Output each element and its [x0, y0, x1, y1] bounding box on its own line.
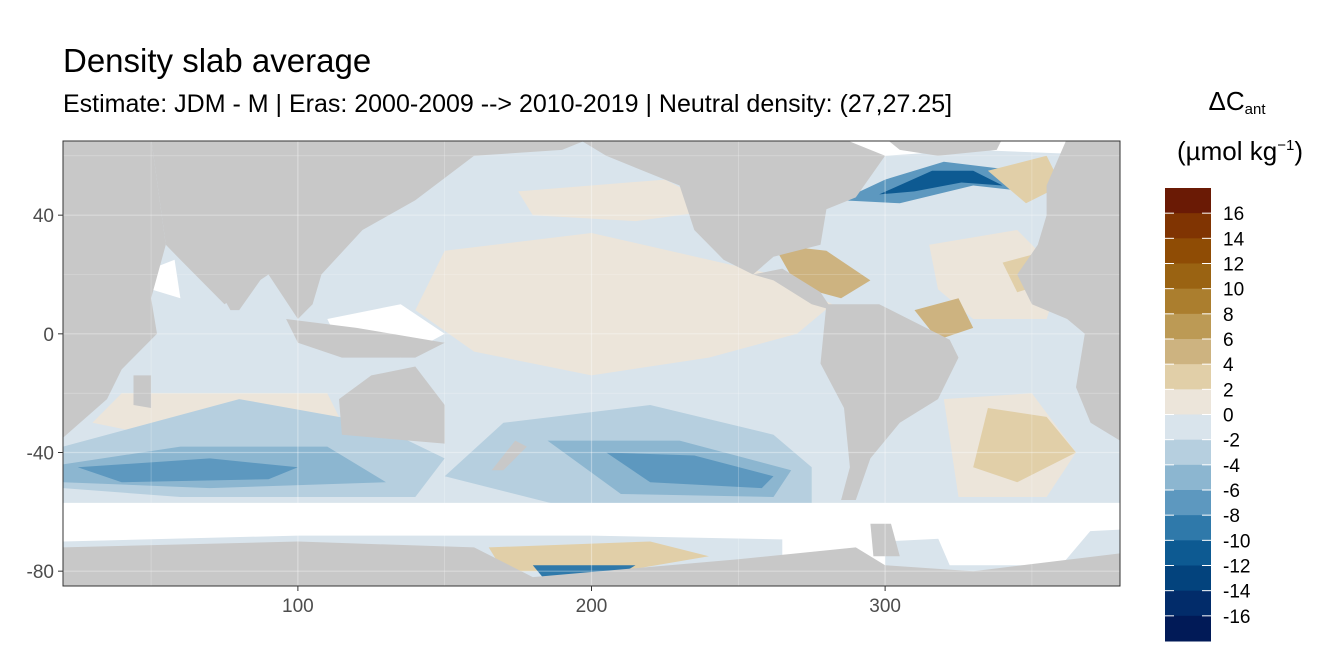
chart-subtitle: Estimate: JDM - M | Eras: 2000-2009 --> … [63, 90, 953, 118]
legend-label: 4 [1223, 355, 1234, 376]
land-mass [888, 141, 1002, 156]
legend-label: -12 [1223, 557, 1250, 578]
legend-swatch [1165, 188, 1211, 214]
legend-label: 0 [1223, 406, 1234, 427]
anomaly-region [518, 179, 724, 222]
anomaly-region [879, 170, 1003, 195]
legend-swatch [1165, 364, 1211, 390]
anomaly-region [914, 298, 974, 340]
legend-title-unit: (µmol kg−1) [1177, 136, 1303, 166]
y-tick-label: 0 [43, 325, 54, 346]
land-mass [339, 366, 445, 444]
land-mass [63, 141, 166, 438]
land-mass [753, 268, 833, 311]
legend-swatch [1165, 590, 1211, 617]
y-tick-label: -40 [27, 444, 54, 465]
legend-swatch [1165, 490, 1211, 516]
legend-swatch [1165, 615, 1211, 642]
legend-title-variable: ΔCant [1208, 86, 1266, 118]
legend-label: -6 [1223, 481, 1240, 502]
no-data-region [929, 517, 1097, 566]
legend-swatch [1165, 439, 1211, 466]
legend-label: 8 [1223, 305, 1234, 326]
legend-label: -16 [1223, 607, 1250, 628]
legend-label: -10 [1223, 531, 1250, 552]
legend-swatch [1165, 565, 1211, 592]
legend-swatch [1165, 339, 1211, 365]
legend-swatch [1165, 389, 1211, 415]
legend-swatch [1165, 313, 1211, 340]
legend-label: 2 [1223, 380, 1234, 401]
x-tick-label: 100 [282, 596, 314, 617]
land-mass [581, 141, 886, 275]
anomaly-region [987, 155, 1062, 204]
anomaly-region [973, 408, 1076, 483]
land-mass [870, 523, 900, 557]
legend-swatch [1165, 238, 1211, 264]
land-mass [820, 304, 959, 500]
legend-swatch [1165, 515, 1211, 541]
legend-label: -4 [1223, 456, 1240, 477]
land-mass [63, 541, 1120, 586]
legend-label: 14 [1223, 229, 1245, 250]
legend-swatch [1165, 540, 1211, 566]
legend-label: -2 [1223, 431, 1240, 452]
land-mass [286, 319, 445, 358]
land-mass [491, 440, 527, 471]
x-tick-label: 200 [576, 596, 608, 617]
anomaly-region [606, 452, 774, 489]
legend-swatch [1165, 464, 1211, 491]
legend-swatch [1165, 414, 1211, 441]
legend-label: -8 [1223, 506, 1240, 527]
anomaly-region [488, 541, 709, 572]
map-layer [63, 141, 1120, 586]
land-mass [1017, 141, 1120, 441]
x-tick-label: 300 [869, 596, 901, 617]
land-mass [133, 375, 152, 408]
legend-label: 12 [1223, 255, 1244, 276]
legend-swatch [1165, 213, 1211, 239]
y-tick-label: -80 [27, 562, 54, 583]
legend-swatch [1165, 263, 1211, 290]
chart-title: Density slab average [63, 42, 372, 79]
legend-label: -14 [1223, 582, 1251, 603]
y-tick-label: 40 [33, 206, 54, 227]
legend-label: 10 [1223, 280, 1244, 301]
land-mass [203, 262, 269, 311]
legend-swatch [1165, 288, 1211, 315]
legend-label: 6 [1223, 330, 1234, 351]
legend-label: 16 [1223, 204, 1244, 225]
anomaly-region [77, 458, 298, 483]
grid-lines [63, 141, 1120, 586]
anomaly-region [415, 233, 833, 376]
color-legend: 16 14 12 10 8 6 4 2 0 -2 -4 -6 -8 -10 -12 -14 -16 [1165, 188, 1251, 642]
